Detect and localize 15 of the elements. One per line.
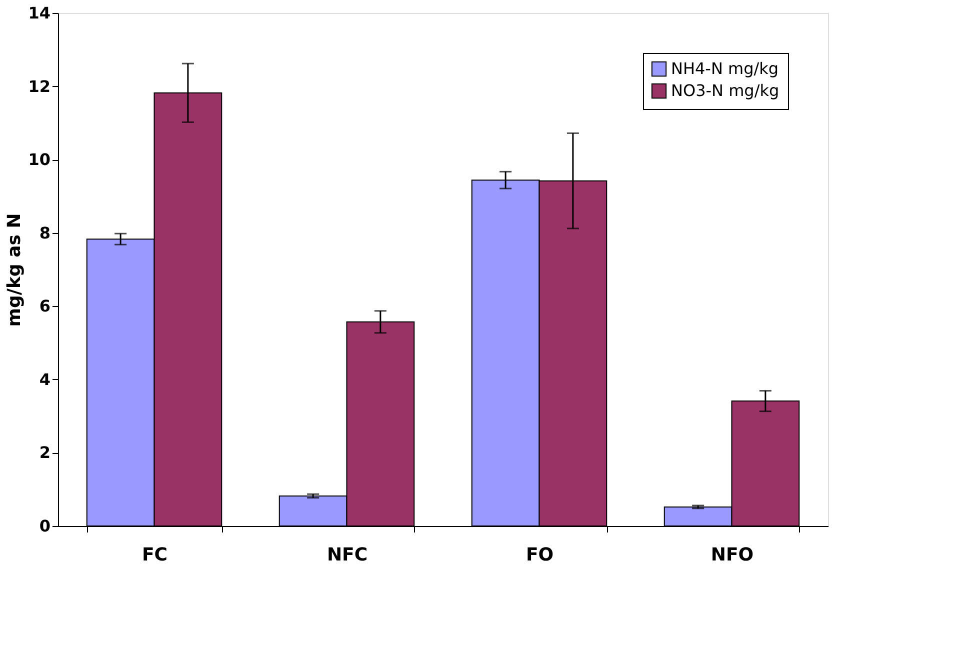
y-tick-label: 0 [39, 516, 50, 536]
x-tick-label: NFO [710, 544, 754, 566]
y-axis-title: mg/kg as N [4, 213, 26, 327]
y-tick-label: 8 [39, 223, 50, 242]
x-tick-label: FC [142, 544, 168, 566]
y-tick-label: 10 [28, 150, 50, 170]
y-tick-label: 4 [39, 370, 50, 389]
legend-label: NH4-N mg/kg [671, 59, 779, 78]
y-tick-label: 2 [39, 443, 50, 462]
y-tick-label: 14 [28, 4, 50, 22]
y-tick-label: 12 [28, 76, 50, 96]
x-tick-label: NFC [326, 544, 368, 566]
legend-label: NO3-N mg/kg [671, 81, 780, 100]
y-tick-label: 6 [39, 296, 50, 316]
x-tick-label: FO [526, 544, 554, 566]
